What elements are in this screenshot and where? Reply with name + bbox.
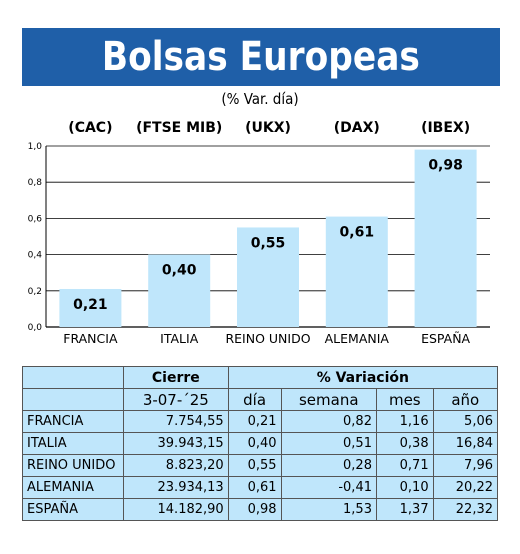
row-mes: 0,38 [375,432,434,455]
data-table: Cierre % Variación 3-07-´25 día semana m… [22,366,499,521]
bar [59,288,122,327]
y-tick-label: 1,0 [28,142,43,152]
row-dia: 0,55 [227,454,282,477]
x-tick-label: FRANCIA [63,331,118,346]
index-label: (CAC) [68,120,112,136]
row-country: REINO UNIDO [22,454,124,477]
table-row: ALEMANIA 23.934,13 0,61 -0,41 0,10 20,22 [22,476,499,499]
index-label: (DAX) [334,120,380,136]
header-date: 3-07-´25 [123,388,229,411]
row-close: 8.823,20 [123,454,229,477]
index-label: (UKX) [245,120,291,136]
table-row: FRANCIA 7.754,55 0,21 0,82 1,16 5,06 [22,410,499,433]
row-semana: 0,28 [280,454,377,477]
x-tick-label: ALEMANIA [325,331,390,346]
bar [237,227,299,327]
table-row: ESPAÑA 14.182,90 0,98 1,53 1,37 22,32 [22,498,499,521]
row-close: 23.934,13 [123,476,229,499]
table-header-row-2: 3-07-´25 día semana mes año [22,388,499,411]
bar [148,254,211,327]
row-close: 14.182,90 [123,498,229,521]
data-label: 0,98 [428,158,463,174]
data-label: 0,21 [73,297,108,313]
data-label: 0,61 [340,225,375,241]
title-banner: Bolsas Europeas [22,28,500,86]
header-ano: año [432,388,499,411]
y-tick-label: 0,2 [28,287,42,297]
bar-chart: 0,0 0,2 0,4 0,6 0,8 1,0 0,21 FRANCIA (CAC) 0,40 IT… [28,120,490,346]
bar [325,216,388,327]
header-close: Cierre [123,366,229,389]
x-tick-label: ESPAÑA [421,331,470,346]
row-country: FRANCIA [22,410,124,433]
header-empty [22,366,124,389]
row-dia: 0,98 [227,498,282,521]
table-row: REINO UNIDO 8.823,20 0,55 0,28 0,71 7,96 [22,454,499,477]
chart-subtitle: (% Var. día) [221,90,299,108]
header-dia: día [227,388,282,411]
header-semana: semana [280,388,377,411]
row-close: 39.943,15 [123,432,229,455]
data-label: 0,55 [251,235,286,251]
row-country: ITALIA [22,432,124,455]
table-header-row-1: Cierre % Variación [22,366,499,389]
data-label: 0,40 [162,263,197,279]
row-close: 7.754,55 [123,410,229,433]
row-ano: 20,22 [432,476,499,499]
index-label: (IBEX) [421,120,470,136]
x-tick-label: ITALIA [160,331,199,346]
row-semana: -0,41 [280,476,377,499]
row-mes: 1,37 [375,498,434,521]
row-ano: 7,96 [432,454,499,477]
row-ano: 22,32 [432,498,499,521]
y-tick-label: 0,0 [28,323,43,333]
row-semana: 0,82 [280,410,377,433]
row-dia: 0,40 [227,432,282,455]
row-dia: 0,21 [227,410,282,433]
row-country: ESPAÑA [22,498,124,521]
row-ano: 5,06 [432,410,499,433]
header-variation: % Variación [227,366,499,389]
y-tick-label: 0,4 [28,251,43,261]
row-ano: 16,84 [432,432,499,455]
row-semana: 0,51 [280,432,377,455]
row-mes: 0,10 [375,476,434,499]
page-title: Bolsas Europeas [101,34,421,80]
row-dia: 0,61 [227,476,282,499]
index-label: (FTSE MIB) [136,120,222,136]
row-semana: 1,53 [280,498,377,521]
row-mes: 1,16 [375,410,434,433]
y-tick-label: 0,8 [28,178,43,188]
row-mes: 0,71 [375,454,434,477]
bar [414,149,477,327]
x-tick-label: REINO UNIDO [225,331,310,346]
table-row: ITALIA 39.943,15 0,40 0,51 0,38 16,84 [22,432,499,455]
y-tick-label: 0,6 [28,214,43,224]
header-mes: mes [375,388,434,411]
row-country: ALEMANIA [22,476,124,499]
header-empty-2 [22,388,124,411]
